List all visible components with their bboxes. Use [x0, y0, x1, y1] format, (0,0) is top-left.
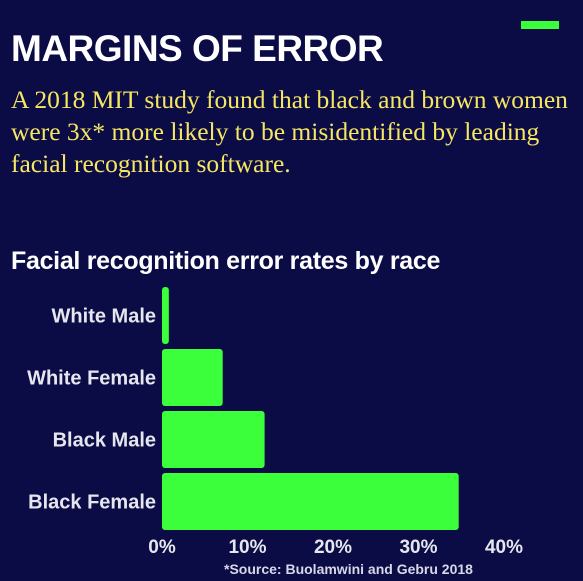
- source-note: *Source: Buolamwini and Gebru 2018: [224, 561, 473, 577]
- chart-title: Facial recognition error rates by race: [11, 247, 441, 275]
- x-tick-label: 20%: [314, 537, 352, 558]
- category-label-white-female: White Female: [27, 368, 156, 390]
- accent-bar: [521, 21, 559, 29]
- bar-black-female: [162, 473, 459, 530]
- x-tick-label: 10%: [228, 537, 266, 558]
- bar-white-female: [162, 349, 223, 406]
- bar-black-male: [162, 411, 265, 468]
- headline: MARGINS OF ERROR: [11, 28, 384, 69]
- x-tick-label: 40%: [485, 537, 523, 558]
- dek-text: A 2018 MIT study found that black and br…: [11, 85, 568, 178]
- category-label-white-male: White Male: [52, 306, 156, 328]
- category-label-black-male: Black Male: [53, 430, 156, 452]
- x-tick-label: 0%: [148, 537, 176, 558]
- x-tick-label: 30%: [399, 537, 437, 558]
- category-label-black-female: Black Female: [28, 492, 156, 514]
- bar-white-male: [162, 287, 169, 344]
